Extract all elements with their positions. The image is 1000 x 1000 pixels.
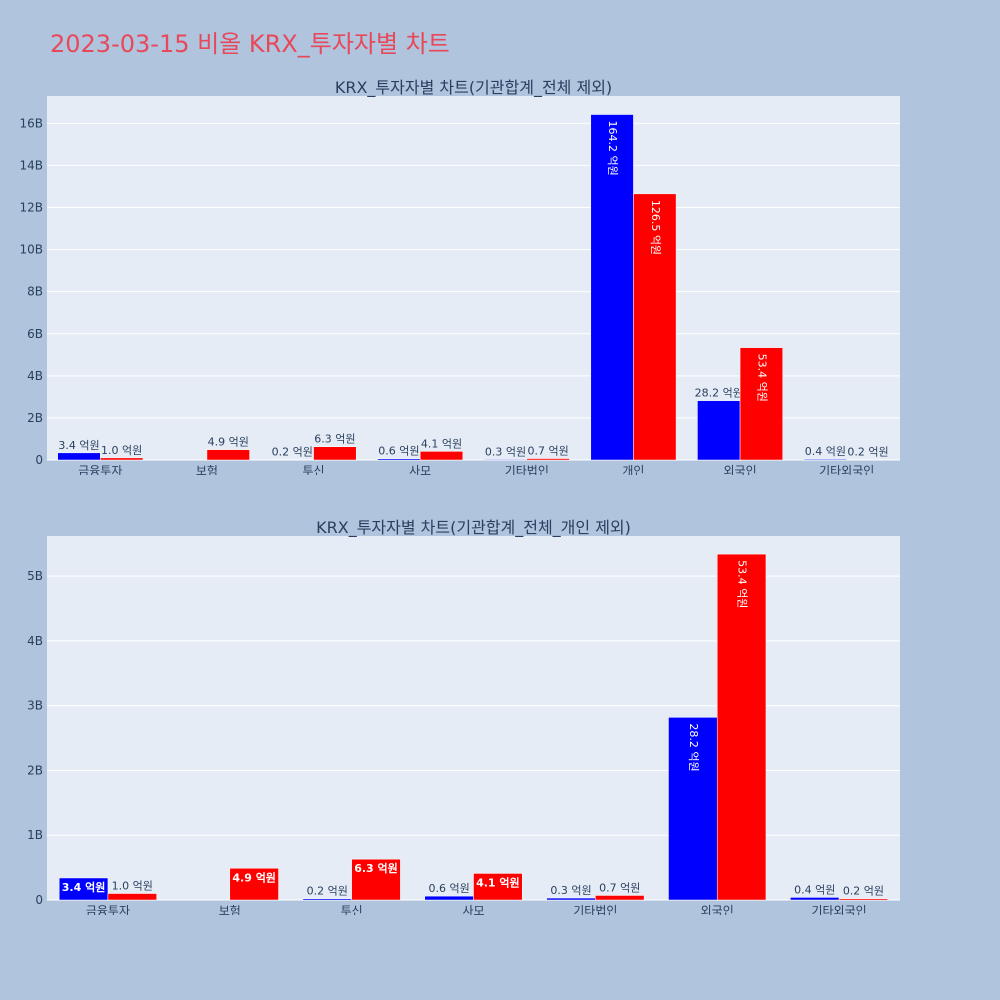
buy-bar — [377, 458, 421, 461]
x-tick-label: 기타법인 — [573, 904, 617, 915]
data-label: 6.3 억원 — [314, 433, 355, 446]
data-label: 4.9 억원 — [208, 436, 249, 449]
data-label: 164.2 억원 — [606, 121, 619, 176]
y-tick-label: 4B — [27, 369, 43, 383]
sell-bar — [838, 898, 889, 901]
sell-bar — [107, 893, 157, 901]
buy-bar — [58, 877, 109, 901]
data-label: 0.3 억원 — [550, 884, 591, 897]
data-label: 0.4 억원 — [794, 883, 835, 896]
buy-bar — [697, 400, 741, 461]
sell-bar — [739, 347, 783, 461]
sell-bar — [351, 858, 401, 901]
y-tick-label: 4B — [27, 634, 43, 648]
x-tick-label: 기타외국인 — [811, 904, 866, 915]
x-tick-label: 금융투자 — [86, 904, 130, 915]
data-label: 28.2 억원 — [695, 387, 743, 400]
x-tick-label: 보험 — [196, 464, 218, 475]
data-label: 0.2 억원 — [847, 446, 888, 459]
y-tick-label: 1B — [27, 828, 43, 842]
sell-bar — [473, 873, 523, 901]
buy-bar — [302, 898, 352, 901]
page-title: 2023-03-15 비올 KRX_투자자별 차트 — [50, 30, 450, 58]
data-label: 1.0 억원 — [112, 880, 153, 893]
x-tick-label: 외국인 — [724, 464, 757, 475]
data-label: 53.4 억원 — [755, 354, 768, 402]
data-label: 0.7 억원 — [599, 881, 640, 894]
buy-bar — [803, 458, 847, 461]
y-tick-label: 2B — [27, 763, 43, 777]
y-tick-label: 14B — [19, 158, 43, 172]
x-tick-label: 보험 — [219, 904, 241, 915]
chart-title: KRX_투자자별 차트(기관합계_전체_개인 제외) — [316, 518, 631, 538]
data-label: 1.0 억원 — [101, 444, 142, 457]
plot-background — [47, 536, 900, 900]
x-tick-label: 개인 — [622, 464, 644, 475]
sell-bar — [313, 446, 357, 461]
y-tick-label: 2B — [27, 411, 43, 425]
data-label: 0.2 억원 — [272, 446, 313, 459]
chart-title: KRX_투자자별 차트(기관합계_전체 제외) — [335, 78, 612, 98]
buy-bar — [546, 897, 596, 901]
data-label: 4.1 억원 — [421, 437, 462, 450]
buy-bar — [590, 114, 634, 461]
sell-bar — [716, 553, 767, 901]
sell-bar — [526, 458, 570, 461]
y-tick-label: 8B — [27, 285, 43, 299]
y-tick-label: 3B — [27, 699, 43, 713]
data-label: 0.6 억원 — [378, 445, 419, 458]
data-label: 0.6 억원 — [429, 882, 470, 895]
buy-bar — [424, 895, 474, 901]
x-tick-label: 기타외국인 — [819, 464, 874, 475]
y-tick-label: 5B — [27, 569, 43, 583]
chart-bottom: KRX_투자자별 차트(기관합계_전체_개인 제외) 0 1B 2B 3B 4B 5B 금융투… — [27, 518, 900, 915]
buy-bar — [483, 459, 528, 461]
y-tick-label: 16B — [19, 116, 43, 130]
sell-bar — [229, 868, 279, 901]
sell-bar — [595, 895, 645, 901]
data-label: 0.3 억원 — [485, 445, 526, 458]
x-tick-label: 금융투자 — [78, 464, 122, 475]
y-tick-label: 0 — [35, 893, 43, 907]
data-label: 3.4 억원 — [62, 880, 106, 894]
data-label: 0.7 억원 — [528, 445, 569, 458]
buy-bar — [57, 452, 101, 461]
x-tick-label: 사모 — [409, 464, 431, 475]
data-label: 0.2 억원 — [307, 885, 348, 898]
sell-bar — [633, 193, 677, 461]
data-label: 4.9 억원 — [232, 870, 276, 884]
data-label: 28.2 억원 — [687, 723, 700, 771]
buy-bar — [790, 897, 840, 901]
data-label: 53.4 억원 — [736, 560, 749, 608]
y-tick-label: 12B — [19, 201, 43, 215]
x-tick-label: 사모 — [462, 904, 484, 915]
sell-bar — [419, 451, 464, 461]
y-tick-label: 6B — [27, 327, 43, 341]
data-label: 4.1 억원 — [476, 875, 520, 889]
x-tick-label: 외국인 — [701, 904, 734, 915]
sell-bar — [100, 457, 144, 461]
data-label: 6.3 억원 — [354, 861, 398, 875]
x-tick-label: 투신 — [341, 904, 363, 915]
y-tick-label: 10B — [19, 243, 43, 257]
chart-top: KRX_투자자별 차트(기관합계_전체 제외) 0 2B 4B 6B 8B 10B 12B 14… — [19, 78, 900, 475]
data-label: 3.4 억원 — [58, 439, 99, 452]
data-label: 126.5 억원 — [649, 200, 662, 255]
data-label: 0.2 억원 — [843, 885, 884, 898]
sell-bar — [206, 449, 250, 461]
data-label: 0.4 억원 — [805, 445, 846, 458]
x-tick-label: 기타법인 — [505, 464, 549, 475]
y-tick-label: 0 — [35, 453, 43, 467]
x-tick-label: 투신 — [303, 464, 325, 475]
